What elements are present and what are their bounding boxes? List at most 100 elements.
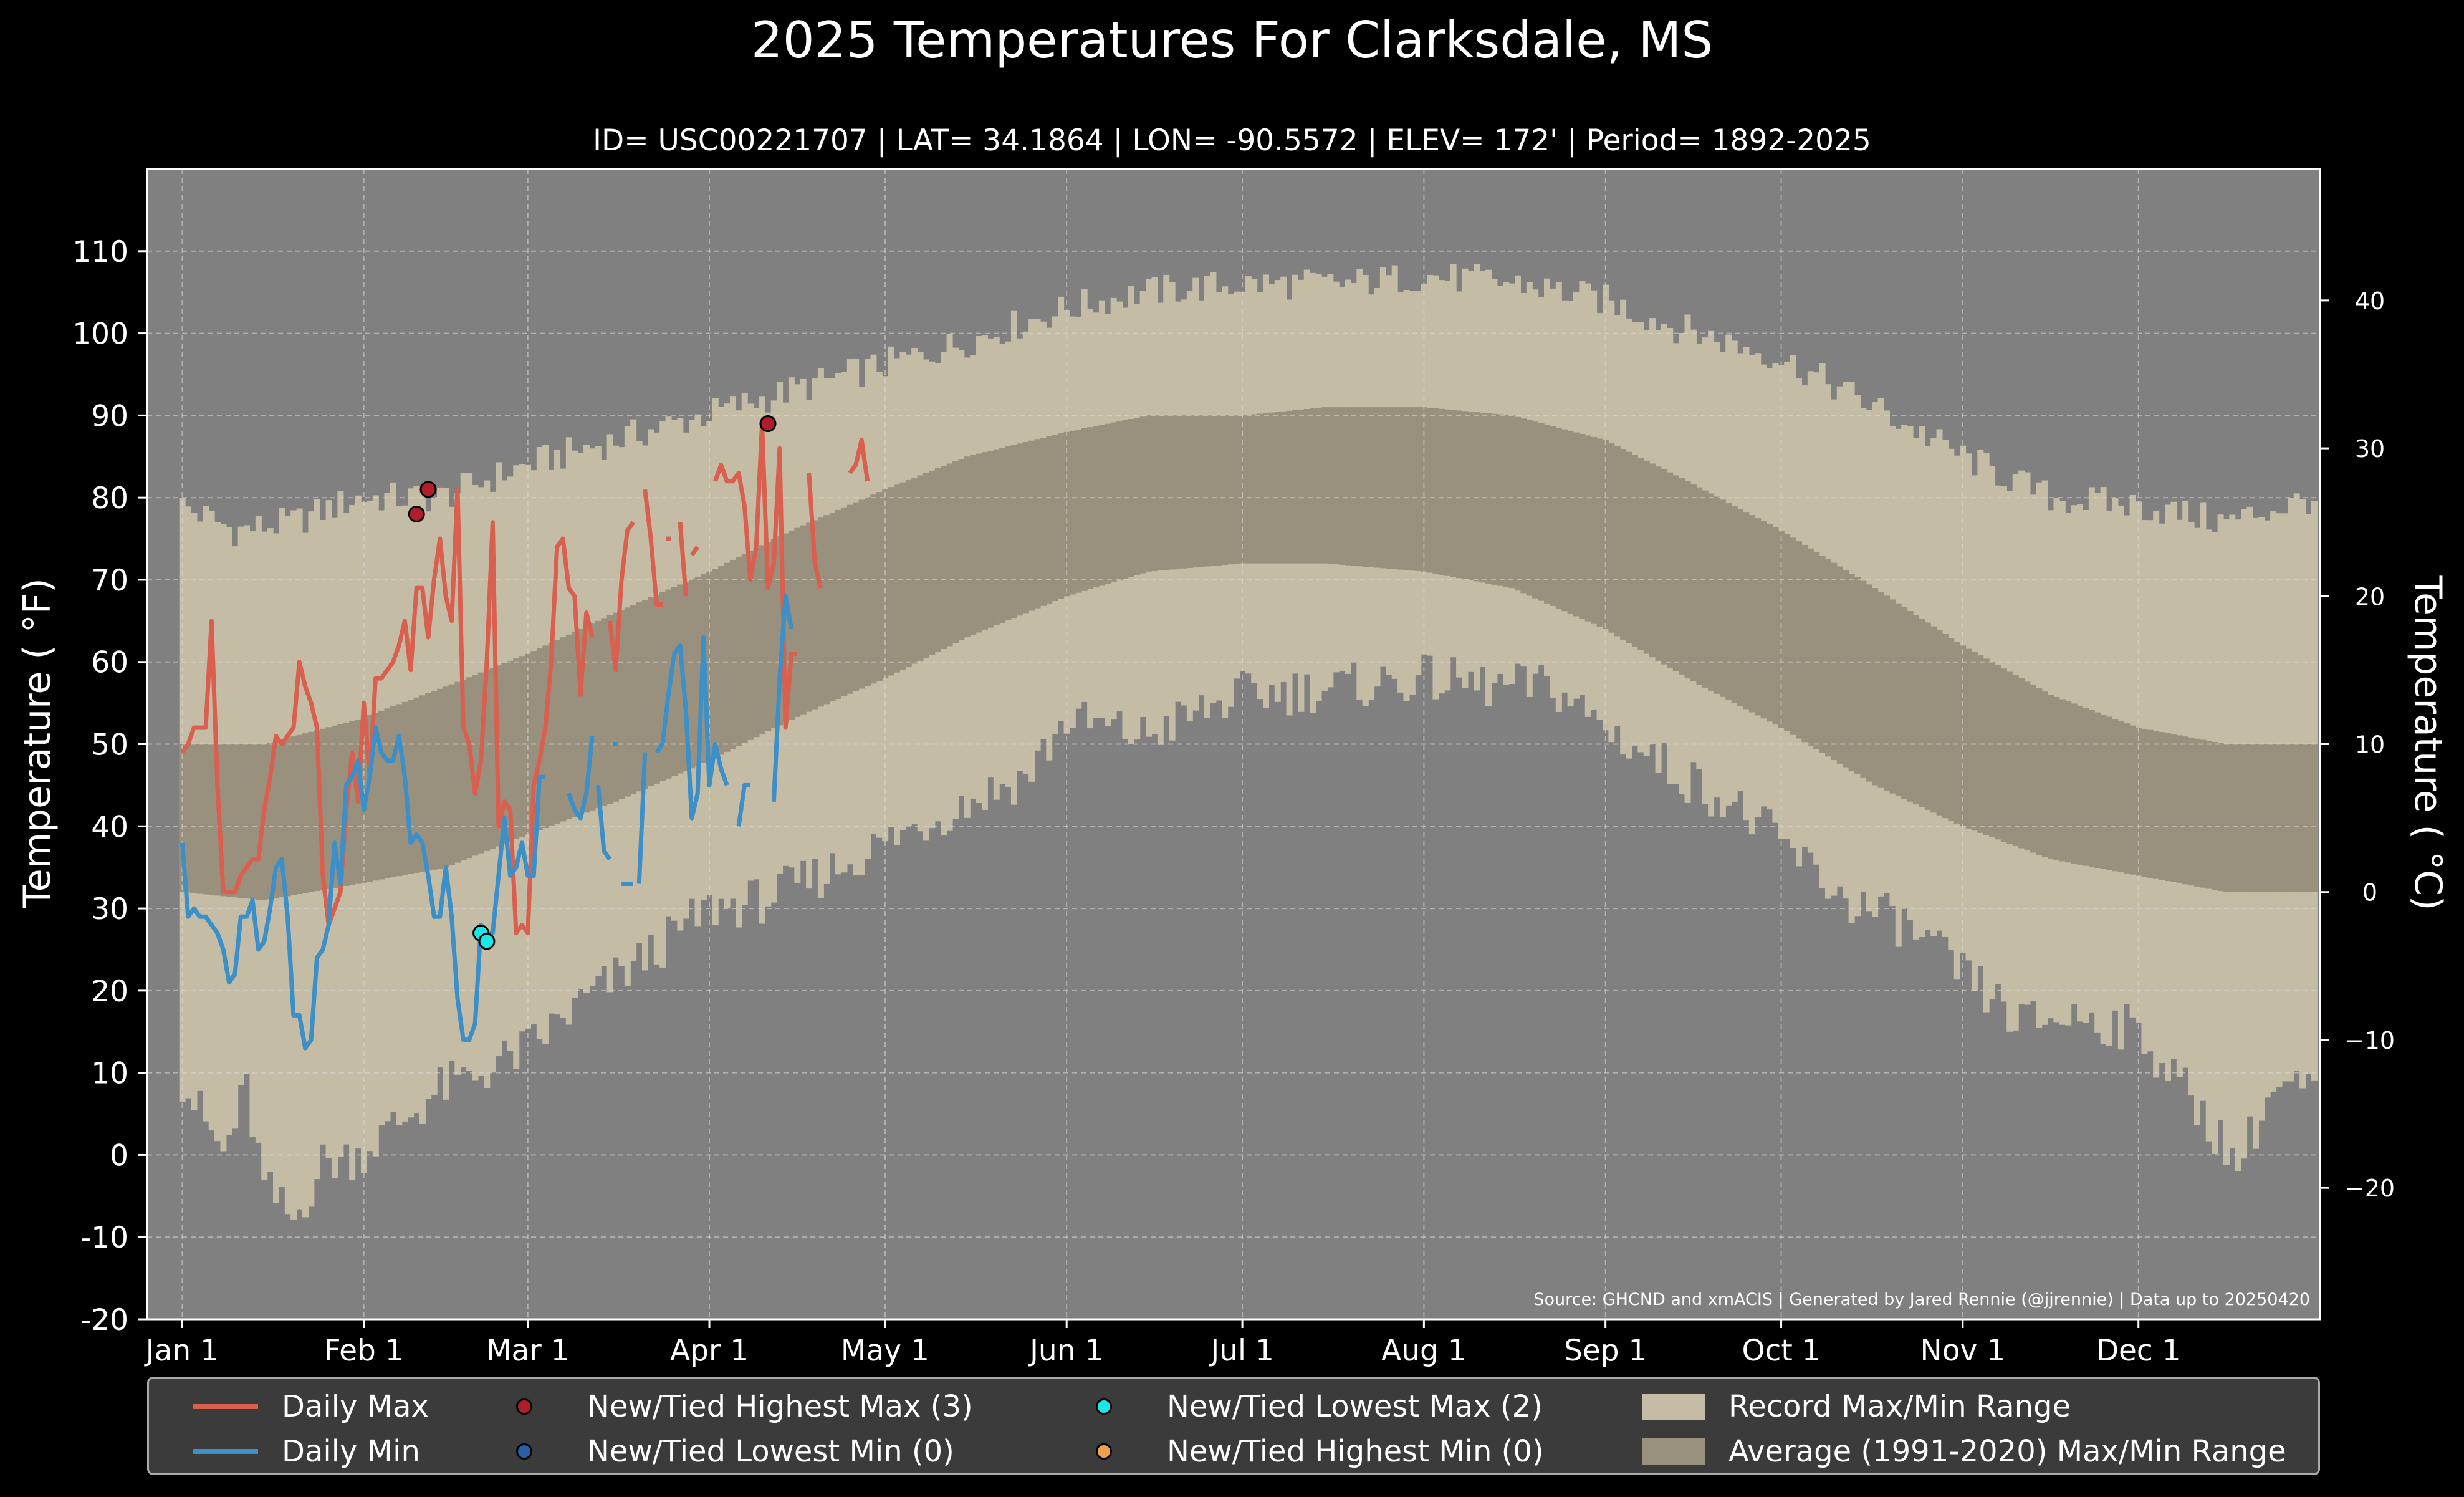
daily-min-line [654, 635, 729, 821]
normal-range-bar [1116, 421, 1123, 580]
normal-range-bar [812, 520, 818, 710]
normal-range-bar [1303, 409, 1310, 564]
normal-range-bar [1374, 407, 1381, 568]
normal-range-bar [1456, 410, 1463, 579]
y-right-tick-label: 20 [2355, 583, 2385, 610]
normal-range-bar [1854, 577, 1861, 775]
normal-range-bar [1215, 415, 1222, 566]
normal-range-bar [835, 509, 842, 700]
normal-range-bar [2305, 744, 2312, 892]
normal-range-bar [554, 640, 561, 824]
normal-range-bar [2077, 706, 2084, 865]
normal-range-bar [1467, 412, 1474, 580]
normal-range-bar [1075, 429, 1082, 593]
legend-item-highest-min: New/Tied Highest Min (0) [1045, 1430, 1544, 1473]
y-axis-label-right: Temperature ( °C) [2406, 575, 2450, 911]
daily-max-line [807, 473, 823, 589]
normal-range-bar [1292, 410, 1298, 564]
y-tick-label: 100 [72, 317, 128, 352]
normal-range-bar [1175, 415, 1182, 569]
normal-range-bar [349, 721, 356, 885]
normal-range-bar [489, 668, 496, 849]
legend-label-record-range: Record Max/Min Range [1728, 1389, 2071, 1424]
legend-item-highest-max: New/Tied Highest Max (3) [465, 1385, 973, 1428]
normal-range-bar [2223, 744, 2230, 892]
normal-range-bar [706, 571, 713, 761]
normal-range-bar [1069, 430, 1076, 595]
normal-range-bar [1198, 415, 1205, 567]
normal-range-bar [1462, 411, 1469, 580]
normal-range-bar [454, 681, 461, 863]
x-tick-label: Feb 1 [324, 1334, 404, 1368]
normal-range-bar [1690, 484, 1697, 682]
normal-range-bar [1093, 426, 1100, 588]
normal-range-bar [1257, 413, 1263, 564]
normal-range-bar [1866, 584, 1872, 782]
normal-range-bar [1081, 428, 1088, 591]
normal-range-bar [267, 743, 274, 900]
normal-range-bar [765, 542, 772, 731]
normal-range-bar [244, 744, 251, 899]
normal-range-bar [1995, 665, 2001, 840]
normal-range-bar [1186, 415, 1193, 568]
normal-range-bar [1105, 423, 1111, 584]
normal-range-bar [888, 487, 894, 676]
normal-range-bar [507, 660, 514, 842]
normal-range-bar [536, 648, 543, 830]
normal-range-bar [448, 684, 455, 865]
normal-range-bar [460, 679, 467, 860]
normal-range-bar [2176, 735, 2183, 883]
normal-range-bar [841, 507, 848, 696]
normal-range-bar [1245, 415, 1252, 564]
x-tick-label: Jul 1 [1209, 1334, 1274, 1368]
normal-range-bar [712, 569, 719, 758]
record-marker [478, 933, 496, 950]
y-tick-label: 110 [72, 235, 128, 269]
normal-range-bar [641, 600, 648, 789]
normal-range-bar [378, 710, 385, 880]
normal-range-bar [1421, 407, 1427, 572]
legend: Daily Max Daily Min New/Tied Highest Max… [147, 1377, 2320, 1475]
legend-swatch-normal-range [1642, 1438, 1705, 1465]
normal-range-bar [677, 584, 684, 774]
y-tick-label: -20 [80, 1303, 128, 1337]
normal-range-bar [1813, 552, 1820, 749]
normal-range-bar [1767, 524, 1773, 722]
normal-range-bar [2252, 744, 2259, 892]
normal-range-bar [1924, 622, 1931, 810]
y-tick-label: 20 [91, 975, 128, 1009]
normal-range-bar [1679, 478, 1685, 675]
normal-range-bar [1544, 425, 1550, 604]
normal-range-bar [1561, 429, 1568, 612]
normal-range-bar [1907, 611, 1914, 802]
normal-range-bar [1819, 556, 1826, 753]
daily-min-line [596, 785, 612, 861]
y-tick-label: 10 [91, 1057, 128, 1091]
normal-range-bar [987, 450, 994, 628]
normal-range-bar [1046, 436, 1053, 604]
y-right-tick-label: 40 [2355, 287, 2385, 315]
normal-range-bar [2159, 732, 2165, 880]
normal-range-bar [2205, 741, 2212, 889]
normal-range-bar [689, 579, 696, 769]
normal-range-bar [1555, 428, 1562, 609]
normal-range-bar [208, 744, 215, 895]
normal-range-bar [2030, 685, 2036, 853]
legend-swatch-highest-max [516, 1398, 532, 1415]
normal-range-bar [1274, 412, 1281, 564]
normal-range-bar [1825, 559, 1832, 757]
normal-range-bar [1098, 425, 1105, 586]
normal-range-bar [636, 602, 643, 792]
normal-range-bar [1843, 570, 1849, 768]
daily-max-line [678, 522, 688, 597]
normal-range-bar [659, 592, 666, 781]
normal-range-bar [829, 513, 836, 702]
normal-range-bar [191, 744, 198, 893]
normal-range-bar [2106, 716, 2113, 870]
record-marker [759, 415, 777, 433]
normal-range-bar [1251, 414, 1258, 564]
normal-range-bar [2041, 691, 2048, 857]
normal-range-bar [1157, 415, 1164, 571]
normal-range-bar [314, 730, 320, 892]
normal-range-bar [2088, 710, 2095, 867]
